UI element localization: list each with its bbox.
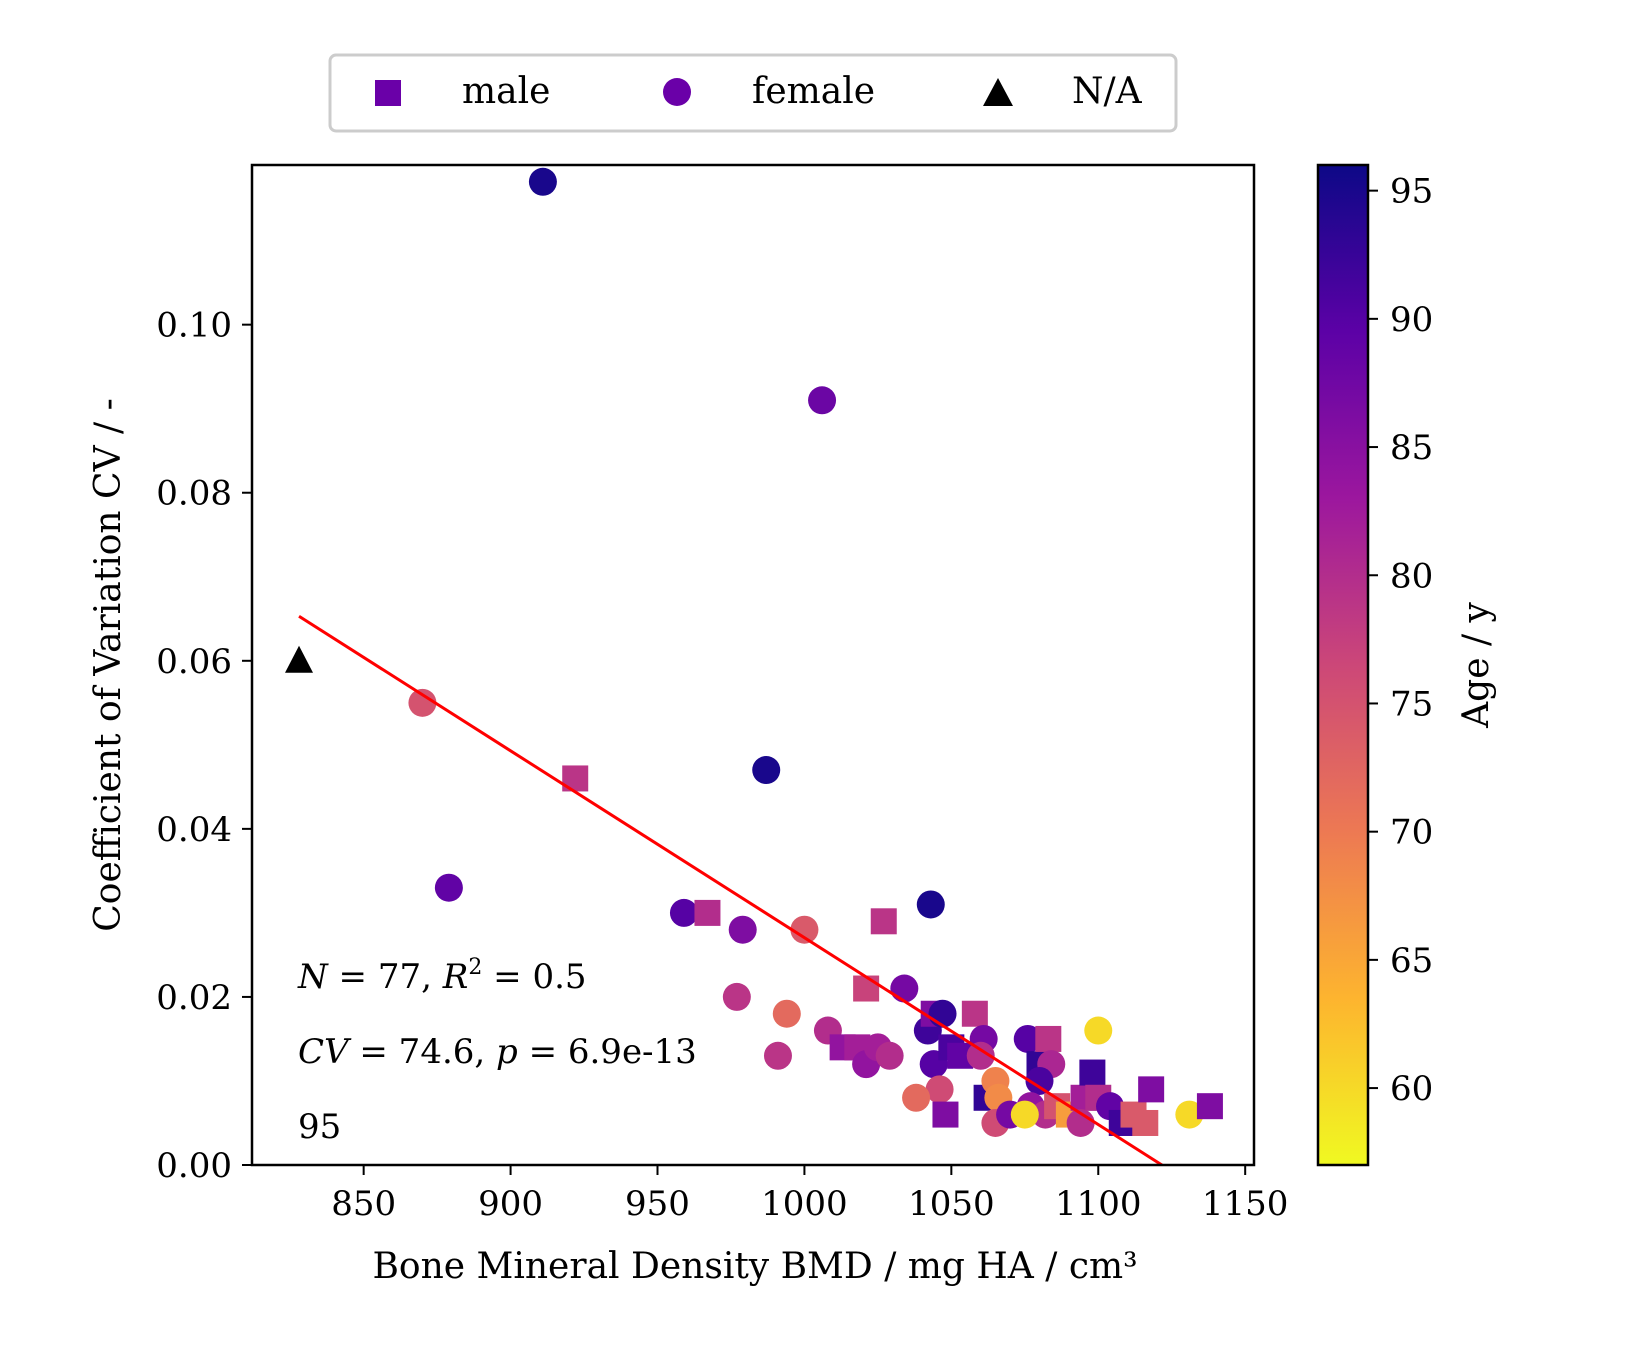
annotation-line-2: CV = 74.6, p = 6.9e-13 bbox=[298, 1032, 697, 1072]
x-tick-label-900: 900 bbox=[478, 1184, 543, 1224]
data-point-male-29 bbox=[961, 1000, 988, 1027]
data-point-female-2 bbox=[752, 756, 781, 785]
plot-points bbox=[285, 167, 1223, 1137]
y-tick-label-2: 0.04 bbox=[156, 810, 232, 850]
data-point-female-54 bbox=[1084, 1016, 1113, 1045]
data-point-female-44 bbox=[1025, 1066, 1054, 1095]
y-tick-label-5: 0.10 bbox=[156, 306, 232, 346]
colorbar: 60 65 70 75 80 85 90 95 Age / y bbox=[1316, 163, 1497, 1167]
data-point-female-21 bbox=[875, 1041, 904, 1070]
data-point-female-40 bbox=[1013, 1024, 1042, 1053]
x-tick-label-1100: 1100 bbox=[1055, 1184, 1142, 1224]
legend: male female N/A bbox=[328, 53, 1178, 133]
colorbar-gradient bbox=[1316, 163, 1370, 1167]
colorbar-tick-label-80: 80 bbox=[1390, 556, 1433, 596]
data-point-female-0 bbox=[528, 167, 557, 196]
colorbar-tick-label-85: 85 bbox=[1390, 428, 1433, 468]
x-tick-label-1150: 1150 bbox=[1202, 1184, 1289, 1224]
data-point-male-34 bbox=[932, 1101, 959, 1128]
legend-marker-female bbox=[663, 78, 691, 106]
annotation-r-superscript: 2 bbox=[468, 955, 482, 980]
legend-marker-male bbox=[375, 80, 401, 106]
data-point-male-59 bbox=[1138, 1076, 1165, 1103]
y-tick-label-1: 0.02 bbox=[156, 978, 232, 1018]
data-point-female-1 bbox=[808, 386, 837, 415]
data-point-female-22 bbox=[763, 1041, 792, 1070]
data-point-female-10 bbox=[790, 915, 819, 944]
x-tick-label-1050: 1050 bbox=[908, 1184, 995, 1224]
annotation-r-value: = 0.5 bbox=[482, 957, 586, 997]
data-point-female-25 bbox=[928, 999, 957, 1028]
data-point-female-47 bbox=[1010, 1100, 1039, 1129]
annotation-cv-symbol: CV bbox=[298, 1032, 352, 1072]
x-tick-label-850: 850 bbox=[331, 1184, 396, 1224]
y-tick-label-4: 0.08 bbox=[156, 474, 232, 514]
fit-line bbox=[298, 614, 1165, 1165]
data-point-na-62 bbox=[285, 645, 314, 673]
legend-frame bbox=[328, 53, 1178, 133]
colorbar-ticks: 60 65 70 75 80 85 90 95 bbox=[1368, 172, 1433, 1109]
colorbar-label: Age / y bbox=[1456, 601, 1497, 728]
legend-marker-na bbox=[983, 78, 1013, 106]
annotation-p-value: = 6.9e-13 bbox=[518, 1032, 697, 1072]
colorbar-tick-label-75: 75 bbox=[1390, 684, 1433, 724]
annotation-n-value: = 77, bbox=[328, 957, 443, 997]
data-point-male-51 bbox=[1079, 1059, 1106, 1086]
data-point-female-32 bbox=[925, 1075, 954, 1104]
x-axis: 850 900 950 1000 1050 1100 1150 bbox=[331, 1165, 1288, 1224]
annotation-line-1: N = 77, R2 = 0.5 bbox=[297, 955, 587, 997]
legend-label-male: male bbox=[462, 71, 550, 112]
colorbar-tick-label-60: 60 bbox=[1390, 1069, 1433, 1109]
data-point-female-6 bbox=[916, 890, 945, 919]
legend-label-na: N/A bbox=[1072, 71, 1143, 112]
data-point-female-9 bbox=[728, 915, 757, 944]
data-point-female-31 bbox=[966, 1041, 995, 1070]
annotation-line-3: 95 bbox=[298, 1107, 341, 1147]
data-point-female-14 bbox=[722, 982, 751, 1011]
annotation-cv-value: = 74.6, bbox=[349, 1032, 496, 1072]
y-tick-label-3: 0.06 bbox=[156, 642, 232, 682]
stats-annotation: N = 77, R2 = 0.5 CV = 74.6, p = 6.9e-13 … bbox=[297, 955, 697, 1147]
legend-label-female: female bbox=[752, 71, 875, 112]
data-point-female-60 bbox=[1175, 1100, 1204, 1129]
data-point-female-5 bbox=[434, 873, 463, 902]
data-point-female-33 bbox=[902, 1083, 931, 1112]
x-axis-label: Bone Mineral Density BMD / mg HA / cm³ bbox=[372, 1246, 1137, 1287]
data-point-male-11 bbox=[870, 908, 897, 935]
data-point-female-13 bbox=[890, 974, 919, 1003]
data-point-female-15 bbox=[772, 999, 801, 1028]
data-point-female-7 bbox=[669, 898, 698, 927]
colorbar-tick-label-95: 95 bbox=[1390, 172, 1433, 212]
colorbar-tick-label-65: 65 bbox=[1390, 941, 1433, 981]
y-axis: 0.00 0.02 0.04 0.06 0.08 0.10 bbox=[156, 306, 252, 1186]
data-point-male-12 bbox=[853, 975, 880, 1002]
x-tick-label-1000: 1000 bbox=[761, 1184, 848, 1224]
data-point-male-58 bbox=[1132, 1109, 1159, 1136]
annotation-n-symbol: N bbox=[297, 957, 329, 997]
x-tick-label-950: 950 bbox=[625, 1184, 690, 1224]
data-point-male-61 bbox=[1196, 1093, 1223, 1120]
plot-frame bbox=[250, 163, 1256, 1167]
colorbar-tick-label-90: 90 bbox=[1390, 300, 1433, 340]
annotation-p-symbol: p bbox=[496, 1032, 518, 1072]
colorbar-tick-label-70: 70 bbox=[1390, 813, 1433, 853]
data-point-male-8 bbox=[694, 899, 721, 926]
y-tick-label-0: 0.00 bbox=[156, 1146, 232, 1186]
annotation-r-symbol: R bbox=[442, 957, 469, 997]
y-axis-label: Coefficient of Variation CV / - bbox=[88, 398, 129, 931]
data-point-female-53 bbox=[1066, 1108, 1095, 1137]
data-point-female-3 bbox=[408, 688, 437, 717]
data-point-male-42 bbox=[1035, 1025, 1062, 1052]
